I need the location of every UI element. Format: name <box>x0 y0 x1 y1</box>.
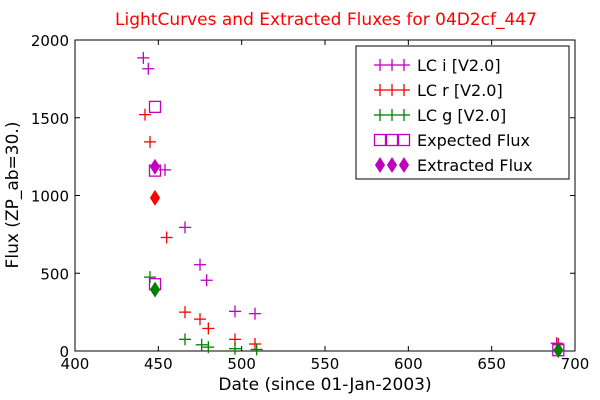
data-point <box>249 338 261 351</box>
data-point <box>149 158 161 175</box>
data-point <box>249 307 261 320</box>
x-tick-label: 550 <box>311 355 340 373</box>
x-tick-label: 650 <box>477 355 506 373</box>
legend-marker <box>398 59 410 71</box>
data-point <box>553 342 564 359</box>
data-point <box>179 333 191 346</box>
data-point <box>229 305 241 318</box>
legend-label: LC r [V2.0] <box>417 81 503 100</box>
legend-marker <box>398 109 410 121</box>
legend-entry: Extracted Flux <box>374 156 533 175</box>
x-tick-label: 700 <box>561 355 590 373</box>
data-point <box>142 62 155 75</box>
legend-marker <box>374 109 386 121</box>
data-point <box>149 281 161 298</box>
data-point <box>137 51 150 64</box>
x-tick-label: 600 <box>394 355 423 373</box>
legend-label: LC i [V2.0] <box>417 56 501 75</box>
legend-marker <box>385 133 399 147</box>
legend-label: Expected Flux <box>417 131 530 150</box>
series-4 <box>149 158 564 359</box>
data-point <box>179 221 191 234</box>
legend-marker <box>386 59 398 71</box>
data-point <box>144 135 156 148</box>
axis-ticks: 400 450 500 550 600 650 700 0 500 1000 1500 2000 <box>31 32 590 373</box>
data-point <box>139 108 151 121</box>
legend-marker <box>386 109 398 121</box>
y-tick-label: 500 <box>40 265 69 283</box>
legend-marker <box>398 157 410 173</box>
x-tick-label: 400 <box>61 355 90 373</box>
legend-marker <box>373 133 387 147</box>
data-point <box>149 189 161 206</box>
data-point <box>202 341 215 354</box>
legend-entry: Expected Flux <box>373 131 530 150</box>
x-axis-label: Date (since 01-Jan-2003) <box>218 375 431 395</box>
legend-entry: LC i [V2.0] <box>374 56 501 75</box>
data-point <box>194 258 206 271</box>
data-marks <box>137 51 565 359</box>
legend-marker <box>374 84 386 96</box>
y-tick-label: 2000 <box>31 32 69 50</box>
data-point <box>179 306 191 319</box>
legend-marker <box>397 133 411 147</box>
chart-title: LightCurves and Extracted Fluxes for 04D… <box>115 10 537 30</box>
legend-marker <box>374 59 386 71</box>
legend-entry: LC r [V2.0] <box>374 81 503 100</box>
legend-marker <box>374 157 386 173</box>
data-point <box>202 322 215 335</box>
y-axis-label: Flux (ZP_ab=30.) <box>3 122 23 269</box>
x-tick-label: 450 <box>144 355 173 373</box>
y-tick-label: 1000 <box>31 188 69 206</box>
y-tick-label: 1500 <box>31 110 69 128</box>
legend-entry: LC g [V2.0] <box>374 106 506 125</box>
data-point <box>194 313 206 326</box>
data-point <box>250 343 263 356</box>
legend-marker <box>386 84 398 96</box>
legend-label: LC g [V2.0] <box>417 106 506 125</box>
data-point <box>195 338 208 351</box>
legend-marker <box>398 84 410 96</box>
data-point <box>148 100 162 114</box>
data-point <box>229 342 241 355</box>
x-tick-label: 500 <box>227 355 256 373</box>
legend-marker <box>386 157 398 173</box>
legend-label: Extracted Flux <box>417 156 533 175</box>
data-point <box>200 274 213 287</box>
y-tick-label: 0 <box>59 343 69 361</box>
data-point <box>160 231 173 244</box>
legend: LC i [V2.0] LC r [V2.0] LC g [V2.0] Expecte… <box>355 45 570 180</box>
